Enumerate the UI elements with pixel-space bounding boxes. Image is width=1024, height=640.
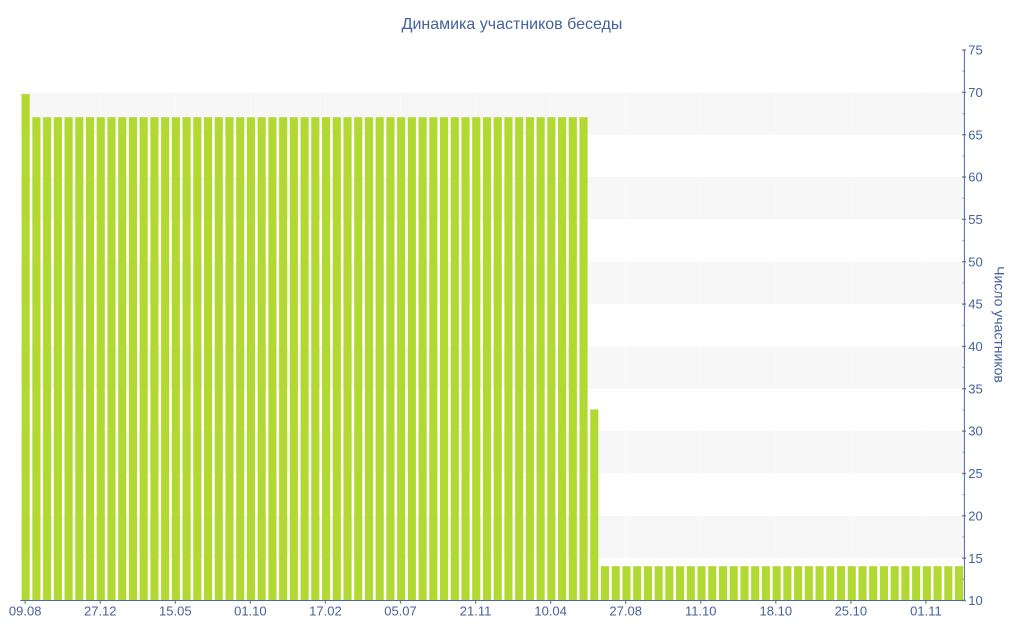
svg-text:55: 55 [968,212,982,227]
svg-text:Динамика участников беседы: Динамика участников беседы [402,16,623,33]
svg-text:10.04: 10.04 [534,603,567,618]
svg-text:25: 25 [968,466,982,481]
svg-text:75: 75 [968,43,982,58]
svg-text:20: 20 [968,508,982,523]
svg-text:18.10: 18.10 [760,603,793,618]
svg-text:11.10: 11.10 [685,603,717,618]
svg-text:50: 50 [968,254,982,269]
svg-text:15.05: 15.05 [159,603,192,618]
svg-text:35: 35 [968,381,982,396]
svg-text:25.10: 25.10 [835,603,868,618]
svg-text:01.10: 01.10 [234,603,267,618]
svg-text:65: 65 [968,127,982,142]
svg-text:21.11: 21.11 [460,603,492,618]
svg-text:60: 60 [968,170,982,185]
svg-text:40: 40 [968,339,982,354]
svg-text:30: 30 [968,424,982,439]
svg-text:09.08: 09.08 [9,603,42,618]
svg-text:05.07: 05.07 [384,603,417,618]
svg-text:17.02: 17.02 [309,603,342,618]
svg-text:45: 45 [968,297,982,312]
svg-text:70: 70 [968,85,982,100]
svg-text:01.11: 01.11 [910,603,942,618]
svg-text:27.08: 27.08 [609,603,642,618]
svg-text:27.12: 27.12 [84,603,117,618]
svg-text:Число участников: Число участников [992,266,1008,383]
svg-text:15: 15 [968,551,982,566]
svg-text:10: 10 [968,593,982,608]
